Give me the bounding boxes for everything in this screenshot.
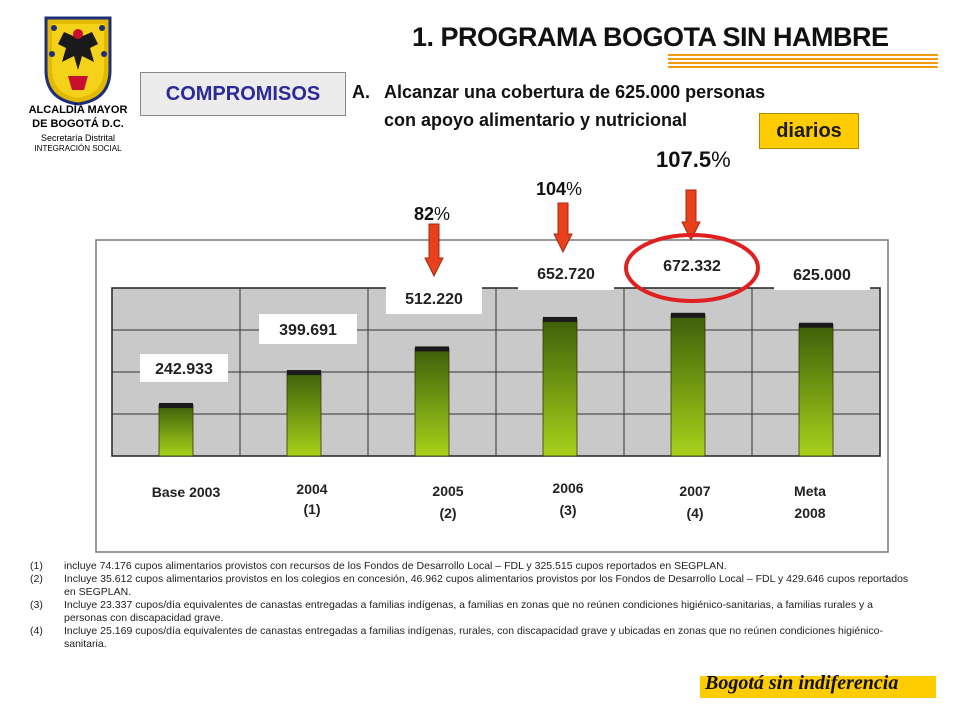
footnote-2: (2) Incluye 35.612 cupos alimentarios pr… [30, 573, 910, 599]
x-tick-label-5: 2008 [794, 505, 825, 521]
footnote-number: (1) [30, 560, 43, 572]
bar-3 [542, 318, 578, 457]
bar-2 [414, 348, 450, 457]
coat-of-arms-icon [44, 16, 112, 106]
footnote-number: (2) [30, 573, 43, 585]
bar-cap-1 [287, 370, 321, 376]
footnote-3: (3) Incluye 23.337 cupos/día equivalente… [30, 599, 910, 625]
commitments-label: COMPROMISOS [140, 72, 346, 116]
footnote-number: (4) [30, 625, 43, 637]
data-label-5: 625.000 [793, 267, 851, 284]
pct-2007-suffix: % [711, 147, 731, 172]
data-label-0: 242.933 [155, 361, 213, 378]
x-tick-label-2: (2) [439, 505, 456, 521]
x-tick-label-3: 2006 [552, 480, 583, 496]
footnote-text: Incluye 35.612 cupos alimentarios provis… [64, 573, 909, 598]
goal-line-2: con apoyo alimentario y nutricional [384, 110, 688, 130]
alcaldia-logo: ALCALDÍA MAYOR DE BOGOTÁ D.C. Secretaría… [18, 14, 138, 154]
bar-cap-5 [799, 322, 833, 328]
title-stripes [668, 54, 938, 68]
pct-2007: 107.5% [656, 147, 731, 173]
data-label-box-0 [140, 354, 228, 382]
pct-2005-suffix: % [434, 204, 451, 224]
bar-cap-2 [415, 346, 449, 352]
data-label-box-2 [386, 282, 482, 314]
data-label-box-1 [259, 314, 357, 344]
logo-line-4: INTEGRACIÓN SOCIAL [34, 144, 122, 153]
highlight-ring-2007 [624, 233, 760, 303]
down-arrow-icon [553, 202, 573, 254]
data-label-2: 512.220 [405, 291, 463, 308]
data-label-4: 672.332 [663, 258, 721, 275]
bar-4 [670, 314, 706, 457]
x-tick-label-3: (3) [559, 502, 576, 518]
page-title: 1. PROGRAMA BOGOTA SIN HAMBRE [412, 22, 889, 52]
data-label-box-5 [774, 258, 870, 290]
pct-2007-value: 107.5 [656, 147, 712, 172]
logo-line-3: Secretaría Distrital [40, 133, 116, 143]
bar-cap-0 [159, 402, 193, 408]
bar-cap-3 [543, 316, 577, 322]
x-tick-label-4: (4) [686, 505, 703, 521]
goal-marker: A. [352, 82, 370, 102]
footnote-number: (3) [30, 599, 43, 611]
bar-cap-4 [671, 312, 705, 318]
pct-2005-value: 82 [414, 204, 435, 224]
footnotes: (1) incluye 74.176 cupos alimentarios pr… [30, 560, 910, 651]
logo-line-2: DE BOGOTÁ D.C. [32, 118, 124, 130]
slogan: Bogotá sin indiferencia [705, 672, 899, 694]
data-label-1: 399.691 [279, 322, 337, 339]
footnote-text: Incluye 23.337 cupos/día equivalentes de… [64, 599, 873, 624]
goal-line-1: Alcanzar una cobertura de 625.000 person… [384, 82, 766, 102]
x-tick-label-0: Base 2003 [152, 484, 221, 500]
footer-bar [700, 676, 936, 698]
diarios-highlight: diarios [759, 113, 859, 149]
x-tick-label-1: (1) [303, 501, 320, 517]
x-tick-label-4: 2007 [679, 483, 710, 499]
bar-1 [286, 371, 322, 457]
pct-2006: 104% [536, 179, 582, 200]
coverage-bar-chart: Base 2003 2004 (1) 2005 (2) 2006 (3) 2007 (4) Met… [95, 189, 889, 553]
data-label-3: 652.720 [537, 266, 595, 283]
down-arrow-icon [424, 223, 444, 278]
footnote-1: (1) incluye 74.176 cupos alimentarios pr… [30, 560, 910, 573]
footnote-4: (4) Incluye 25.169 cupos/día equivalente… [30, 625, 910, 651]
bar-0 [158, 404, 194, 457]
x-tick-label-2: 2005 [432, 483, 463, 499]
data-label-box-4 [644, 250, 740, 280]
data-label-box-3 [518, 256, 614, 290]
footnote-text: incluye 74.176 cupos alimentarios provis… [64, 560, 727, 572]
pct-2006-value: 104 [536, 179, 567, 199]
footnote-text: Incluye 25.169 cupos/día equivalentes de… [64, 625, 883, 650]
bar-5 [798, 324, 834, 457]
pct-2006-suffix: % [566, 179, 583, 199]
pct-2005: 82% [414, 204, 450, 225]
down-arrow-icon [681, 189, 701, 242]
x-tick-label-5: Meta [794, 483, 826, 499]
logo-line-1: ALCALDÍA MAYOR [28, 104, 128, 116]
x-tick-label-1: 2004 [296, 481, 327, 497]
